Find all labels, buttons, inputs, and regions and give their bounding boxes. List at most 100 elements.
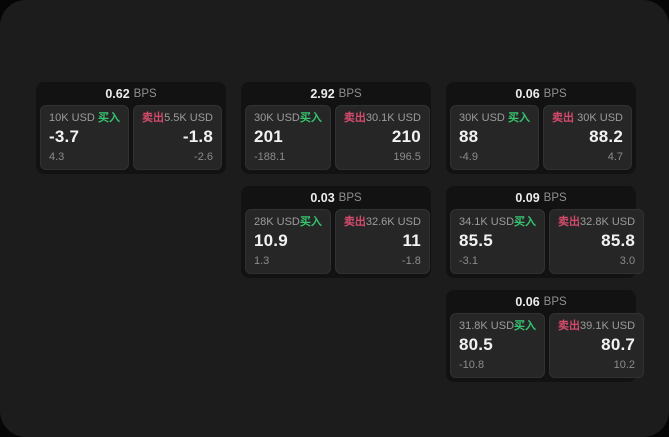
sell-panel[interactable]: 卖出 32.8K USD 85.8 3.0 — [549, 209, 645, 274]
buy-price: 10.9 — [254, 231, 288, 250]
buy-sell-panels: 30K USD 买入 201 -188.1 卖出 30.1K USD 210 1… — [245, 105, 430, 170]
buy-delta: -4.9 — [459, 151, 478, 163]
sell-price: 80.7 — [601, 335, 636, 354]
bps-value: 0.09 — [515, 190, 540, 205]
bps-value: 0.62 — [105, 86, 130, 101]
sell-side-label: 卖出 — [343, 216, 366, 228]
buy-sell-panels: 31.8K USD 买入 80.5 -10.8 卖出 39.1K USD 80.… — [450, 313, 645, 378]
sell-delta: 4.7 — [607, 151, 623, 163]
buy-side-label: 买入 — [508, 112, 530, 124]
card-header: 0.03 BPS — [245, 186, 427, 209]
sell-side-label: 卖出 — [343, 112, 366, 124]
sell-side-label: 卖出 — [558, 320, 581, 332]
buy-sell-panels: 30K USD 买入 88 -4.9 卖出 30K USD 88.2 4.7 — [450, 105, 632, 170]
buy-price: 80.5 — [459, 335, 493, 354]
buy-delta: -3.1 — [459, 255, 478, 267]
card-header: 0.62 BPS — [40, 82, 222, 105]
buy-amount: 10K USD — [49, 112, 95, 124]
card-header: 2.92 BPS — [245, 82, 427, 105]
quote-card: 0.62 BPS 10K USD 买入 -3.7 4.3 卖出 5.5K USD… — [36, 82, 226, 174]
buy-side-label: 买入 — [514, 216, 537, 228]
buy-amount: 28K USD — [254, 216, 300, 228]
bps-unit-label: BPS — [338, 87, 362, 100]
buy-side-label: 买入 — [299, 216, 322, 228]
card-header: 0.09 BPS — [450, 186, 632, 209]
buy-amount: 31.8K USD — [459, 320, 515, 332]
sell-delta: -2.6 — [194, 151, 213, 163]
buy-panel-top-row: 30K USD 买入 — [254, 112, 322, 125]
sell-amount: 5.5K USD — [164, 112, 213, 124]
buy-price: -3.7 — [49, 127, 80, 146]
buy-panel-top-row: 28K USD 买入 — [254, 216, 322, 229]
buy-panel[interactable]: 34.1K USD 买入 85.5 -3.1 — [450, 209, 546, 274]
buy-amount: 30K USD — [254, 112, 300, 124]
sell-panel[interactable]: 卖出 30.1K USD 210 196.5 — [334, 105, 430, 170]
sell-price: -1.8 — [182, 127, 213, 146]
quote-column-2: 2.92 BPS 30K USD 买入 201 -188.1 卖出 30.1K … — [241, 82, 431, 278]
sell-panel[interactable]: 卖出 30K USD 88.2 4.7 — [543, 105, 632, 170]
buy-panel[interactable]: 30K USD 买入 88 -4.9 — [450, 105, 539, 170]
sell-side-label: 卖出 — [558, 216, 581, 228]
buy-side-label: 买入 — [514, 320, 537, 332]
quote-column-3: 0.06 BPS 30K USD 买入 88 -4.9 卖出 30K USD 8… — [446, 82, 645, 382]
buy-panel[interactable]: 28K USD 买入 10.9 1.3 — [245, 209, 331, 274]
quote-card: 0.09 BPS 34.1K USD 买入 85.5 -3.1 卖出 32.8K… — [446, 186, 645, 278]
buy-price: 88 — [459, 127, 479, 146]
buy-panel[interactable]: 31.8K USD 买入 80.5 -10.8 — [450, 313, 546, 378]
sell-side-label: 卖出 — [552, 112, 574, 124]
sell-side-label: 卖出 — [142, 112, 164, 124]
buy-side-label: 买入 — [299, 112, 322, 124]
sell-delta: 10.2 — [613, 359, 636, 371]
quote-card: 0.06 BPS 31.8K USD 买入 80.5 -10.8 卖出 39.1… — [446, 290, 645, 382]
buy-sell-panels: 34.1K USD 买入 85.5 -3.1 卖出 32.8K USD 85.8… — [450, 209, 645, 274]
buy-panel-top-row: 34.1K USD 买入 — [459, 216, 536, 229]
quote-card: 2.92 BPS 30K USD 买入 201 -188.1 卖出 30.1K … — [241, 82, 431, 174]
sell-delta: -1.8 — [401, 255, 421, 267]
bps-value: 0.06 — [515, 294, 540, 309]
bps-value: 2.92 — [310, 86, 335, 101]
sell-panel-top-row: 卖出 32.6K USD — [344, 216, 421, 229]
sell-panel-top-row: 卖出 32.8K USD — [558, 216, 635, 229]
sell-price: 88.2 — [589, 127, 623, 146]
bps-unit-label: BPS — [338, 191, 362, 204]
card-header: 0.06 BPS — [450, 82, 632, 105]
buy-delta: -10.8 — [459, 359, 485, 371]
buy-delta: 4.3 — [49, 151, 65, 163]
sell-amount: 32.8K USD — [580, 216, 636, 228]
buy-delta: 1.3 — [254, 255, 270, 267]
buy-amount: 34.1K USD — [459, 216, 515, 228]
buy-sell-panels: 28K USD 买入 10.9 1.3 卖出 32.6K USD 11 -1.8 — [245, 209, 430, 274]
sell-delta: 196.5 — [393, 151, 421, 163]
sell-panel-top-row: 卖出 5.5K USD — [142, 112, 213, 125]
sell-amount: 32.6K USD — [365, 216, 421, 228]
buy-panel-top-row: 10K USD 买入 — [49, 112, 120, 125]
card-header: 0.06 BPS — [450, 290, 632, 313]
sell-panel-top-row: 卖出 39.1K USD — [558, 320, 635, 333]
sell-panel-top-row: 卖出 30K USD — [552, 112, 623, 125]
buy-panel-top-row: 31.8K USD 买入 — [459, 320, 536, 333]
quote-card: 0.06 BPS 30K USD 买入 88 -4.9 卖出 30K USD 8… — [446, 82, 636, 174]
sell-price: 11 — [402, 231, 421, 250]
buy-sell-panels: 10K USD 买入 -3.7 4.3 卖出 5.5K USD -1.8 -2.… — [40, 105, 222, 170]
buy-delta: -188.1 — [254, 151, 286, 163]
sell-panel[interactable]: 卖出 39.1K USD 80.7 10.2 — [549, 313, 645, 378]
buy-price: 201 — [254, 127, 283, 146]
buy-panel[interactable]: 30K USD 买入 201 -188.1 — [245, 105, 331, 170]
bps-unit-label: BPS — [133, 87, 157, 100]
bps-unit-label: BPS — [543, 295, 567, 308]
buy-side-label: 买入 — [98, 112, 120, 124]
buy-amount: 30K USD — [459, 112, 505, 124]
buy-panel[interactable]: 10K USD 买入 -3.7 4.3 — [40, 105, 129, 170]
sell-amount: 30.1K USD — [365, 112, 421, 124]
sell-price: 85.8 — [601, 231, 636, 250]
sell-amount: 39.1K USD — [580, 320, 636, 332]
sell-panel[interactable]: 卖出 5.5K USD -1.8 -2.6 — [133, 105, 222, 170]
buy-price: 85.5 — [459, 231, 493, 250]
sell-amount: 30K USD — [577, 112, 623, 124]
sell-panel[interactable]: 卖出 32.6K USD 11 -1.8 — [334, 209, 430, 274]
quotes-board: 0.62 BPS 10K USD 买入 -3.7 4.3 卖出 5.5K USD… — [36, 82, 645, 382]
bps-value: 0.03 — [310, 190, 335, 205]
sell-delta: 3.0 — [619, 255, 636, 267]
bps-unit-label: BPS — [543, 191, 567, 204]
